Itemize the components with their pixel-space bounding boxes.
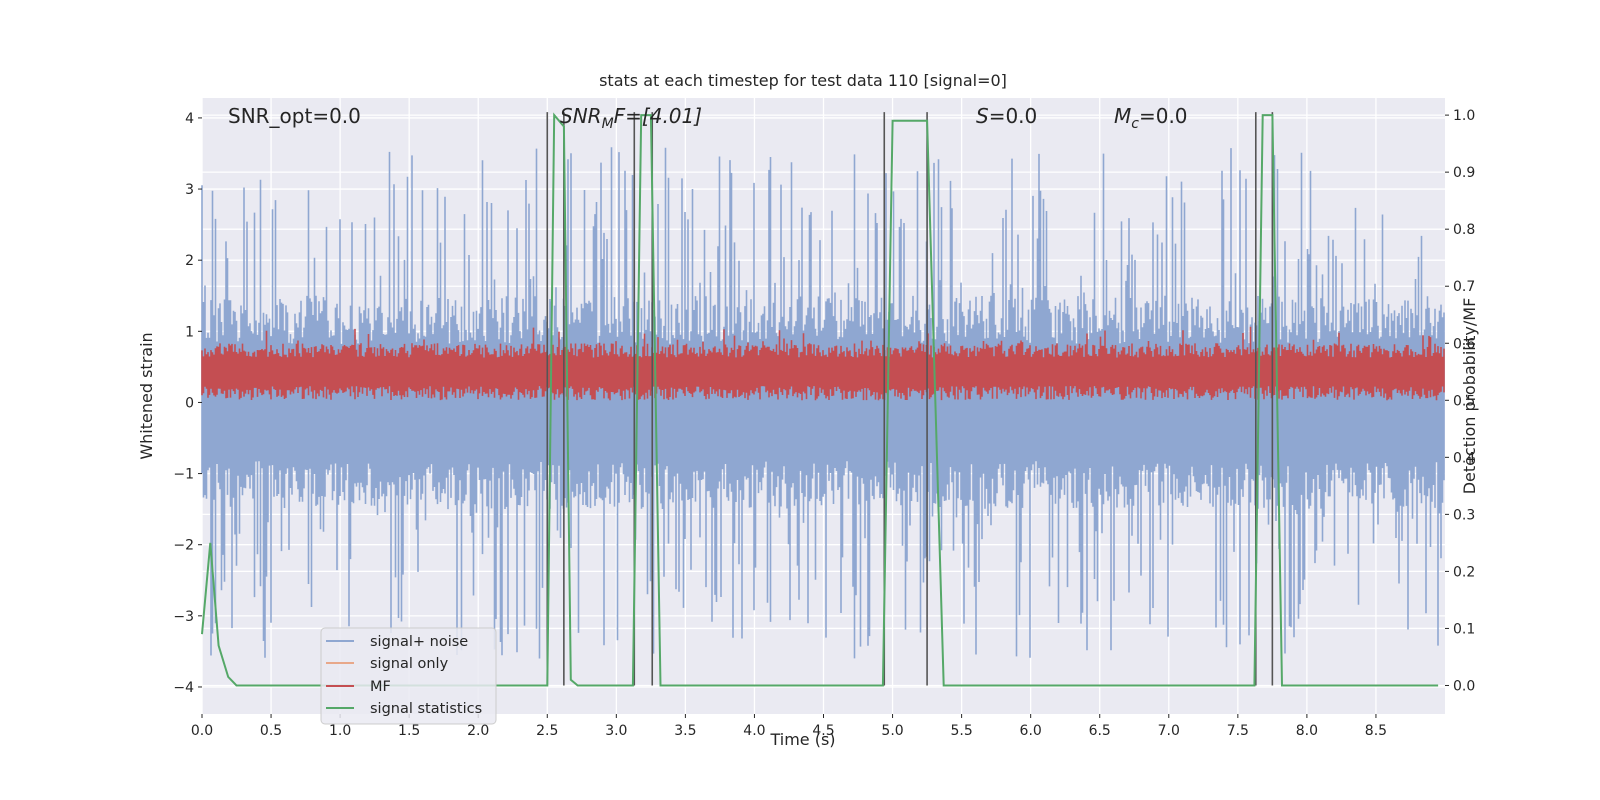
annotation-snr-mf-main: SNR: [560, 104, 602, 128]
annotation-mc-main: M: [1114, 104, 1131, 128]
y-right-tick-label-4: 0.4: [1453, 450, 1475, 466]
y-right-axis-label: Detection probability/MF: [1460, 298, 1479, 495]
annotation-mc-rest: =0.0: [1139, 104, 1188, 128]
x-tick-label-5: 2.5: [536, 723, 558, 739]
x-tick-label-0: 0.0: [191, 723, 213, 739]
x-tick-label-1: 0.5: [260, 723, 282, 739]
y-right-tick-label-7: 0.7: [1453, 279, 1475, 295]
x-tick-label-10: 5.0: [881, 723, 903, 739]
x-tick-label-12: 6.0: [1020, 723, 1042, 739]
annotation-s-rest: =0.0: [989, 104, 1038, 128]
x-tick-label-16: 8.0: [1296, 723, 1318, 739]
x-tick-label-2: 1.0: [329, 723, 351, 739]
legend-label-mf: MF: [370, 679, 391, 695]
y-left-tick-label-6: 2: [185, 253, 194, 269]
y-left-ticks: −4 −3 −2 −1 0 1 2 3 4: [173, 111, 202, 696]
x-tick-label-13: 6.5: [1089, 723, 1111, 739]
y-right-tick-label-2: 0.2: [1453, 564, 1475, 580]
y-left-tick-label-4: 0: [185, 395, 194, 411]
y-right-tick-label-3: 0.3: [1453, 507, 1475, 523]
x-tick-label-15: 7.5: [1227, 723, 1249, 739]
x-tick-label-17: 8.5: [1365, 723, 1387, 739]
x-tick-label-7: 3.5: [674, 723, 696, 739]
y-right-tick-label-9: 0.9: [1453, 165, 1475, 181]
x-tick-label-11: 5.5: [950, 723, 972, 739]
legend-label-signal-noise: signal+ noise: [370, 634, 468, 650]
x-tick-label-14: 7.0: [1158, 723, 1180, 739]
y-right-ticks: 0.0 0.1 0.2 0.3 0.4 0.5 0.6 0.7 0.8 0.9 1.0: [1445, 108, 1475, 694]
y-right-tick-label-6: 0.6: [1453, 336, 1475, 352]
annotation-snr-mf-rest: F=[4.01]: [614, 104, 702, 128]
annotation-s-main: S: [976, 104, 989, 128]
annotation-s: S=0.0: [976, 104, 1037, 128]
annotation-snr-mf: SNRMF=[4.01]: [560, 104, 702, 132]
legend: signal+ noise signal only MF signal stat…: [320, 627, 497, 725]
x-tick-label-6: 3.0: [605, 723, 627, 739]
x-tick-label-8: 4.0: [743, 723, 765, 739]
legend-label-signal-only: signal only: [370, 656, 449, 672]
x-tick-label-4: 2.0: [467, 723, 489, 739]
annotation-snr-mf-sub: M: [602, 116, 614, 132]
y-left-tick-label-5: 1: [185, 324, 194, 340]
mf-line: [201, 326, 1445, 401]
y-left-axis-label: Whitened strain: [137, 332, 156, 459]
y-right-tick-label-1: 0.1: [1453, 621, 1475, 637]
mf-series: [201, 326, 1445, 401]
chart-title: stats at each timestep for test data 110…: [599, 71, 1007, 90]
y-right-tick-label-5: 0.5: [1453, 393, 1475, 409]
y-right-tick-label-8: 0.8: [1453, 222, 1475, 238]
y-right-tick-label-10: 1.0: [1453, 108, 1475, 124]
y-right-tick-label-0: 0.0: [1453, 678, 1475, 694]
x-ticks: 0.0 0.5 1.0 1.5 2.0 2.5 3.0 3.5 4.0 4.5 5.0 5.5 6.0 6…: [191, 714, 1387, 739]
y-left-tick-label-7: 3: [185, 182, 194, 198]
y-left-tick-label-1: −3: [173, 609, 194, 625]
x-axis-label: Time (s): [769, 730, 835, 749]
legend-box: [320, 627, 497, 725]
annotation-mc-sub: c: [1131, 116, 1139, 132]
y-left-tick-label-0: −4: [173, 680, 194, 696]
y-left-tick-label-3: −1: [173, 467, 194, 483]
y-left-tick-label-8: 4: [185, 111, 194, 127]
annotation-mc: Mc=0.0: [1114, 104, 1188, 132]
legend-label-signal-statistics: signal statistics: [370, 701, 482, 717]
statistics-series: [201, 112, 1439, 687]
x-tick-label-3: 1.5: [398, 723, 420, 739]
annotation-snr-opt: SNR_opt=0.0: [228, 104, 361, 128]
y-left-tick-label-2: −2: [173, 538, 194, 554]
x-tick-label-9: 4.5: [812, 723, 834, 739]
